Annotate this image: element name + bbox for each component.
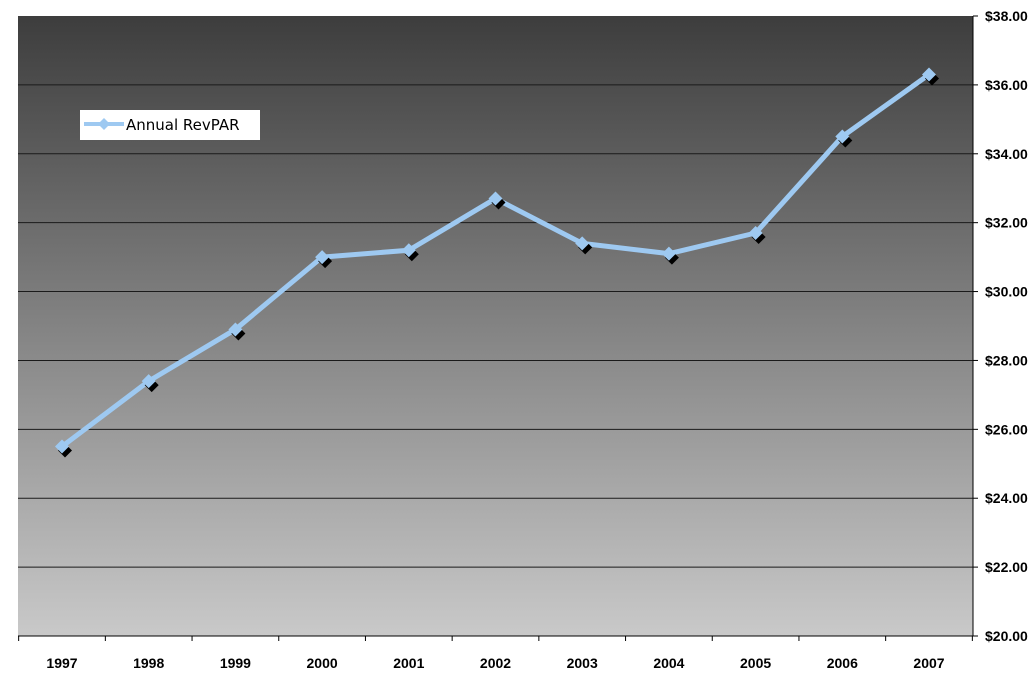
series-annual-revpar — [55, 67, 939, 458]
x-tick-label: 1998 — [133, 655, 164, 671]
y-tick-label: $32.00 — [985, 215, 1028, 231]
x-tick-label: 2003 — [567, 655, 598, 671]
y-tick-label: $22.00 — [985, 559, 1028, 575]
y-tick-label: $38.00 — [985, 8, 1028, 24]
data-point — [661, 246, 676, 261]
x-tick-label: 2001 — [393, 655, 424, 671]
data-point — [922, 67, 936, 82]
x-tick-label: 2007 — [913, 655, 944, 671]
x-tick-label: 1999 — [220, 655, 251, 671]
legend: Annual RevPAR — [80, 110, 260, 140]
gridlines — [18, 84, 973, 568]
y-tick-label: $36.00 — [985, 77, 1028, 93]
data-point — [55, 439, 69, 454]
y-tick-label: $20.00 — [985, 628, 1028, 644]
y-tick-label: $26.00 — [985, 421, 1028, 437]
y-tick-label: $28.00 — [985, 352, 1028, 368]
x-tick-label: 2006 — [827, 655, 858, 671]
data-point — [575, 236, 590, 251]
y-tick-label: $24.00 — [985, 490, 1028, 506]
x-tick-label: 2005 — [740, 655, 771, 671]
data-point — [141, 374, 156, 389]
x-tick-label: 2004 — [653, 655, 684, 671]
x-tick-label: 2000 — [307, 655, 338, 671]
data-point — [228, 322, 243, 337]
data-point — [748, 226, 763, 240]
data-point — [315, 250, 330, 265]
y-axis: $20.00 $22.00 $24.00 $26.00 $28.00 $30.00 $32.… — [972, 8, 1028, 644]
legend-marker-swatch — [98, 118, 110, 130]
data-point — [488, 191, 503, 206]
y-tick-label: $30.00 — [985, 284, 1028, 300]
x-tick-label: 2002 — [480, 655, 511, 671]
x-axis: 1997 1998 1999 2000 2001 2002 2003 2004 2005 2006… — [18, 635, 973, 671]
legend-label: Annual RevPAR — [126, 116, 240, 134]
data-point — [835, 129, 850, 144]
plot-area — [18, 16, 973, 636]
x-tick-label: 1997 — [46, 655, 77, 671]
y-tick-label: $34.00 — [985, 146, 1028, 162]
data-point — [401, 243, 416, 258]
